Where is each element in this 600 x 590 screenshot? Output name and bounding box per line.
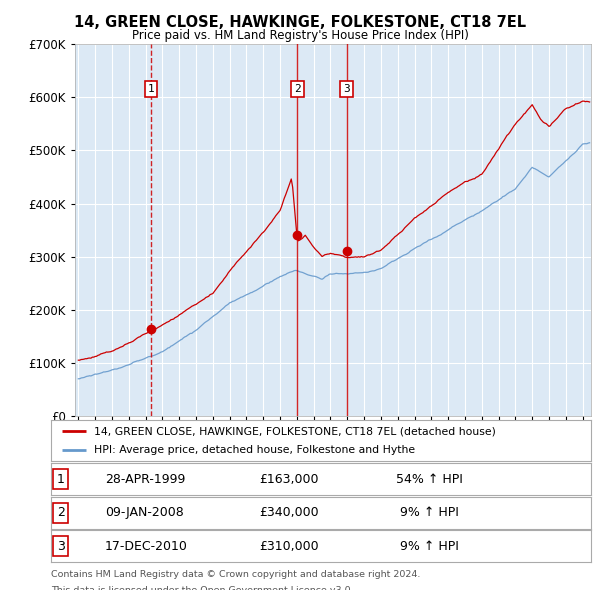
- Text: Contains HM Land Registry data © Crown copyright and database right 2024.: Contains HM Land Registry data © Crown c…: [51, 570, 421, 579]
- Text: 3: 3: [343, 84, 350, 94]
- Text: 14, GREEN CLOSE, HAWKINGE, FOLKESTONE, CT18 7EL (detached house): 14, GREEN CLOSE, HAWKINGE, FOLKESTONE, C…: [94, 426, 496, 436]
- Text: 17-DEC-2010: 17-DEC-2010: [105, 540, 188, 553]
- Text: Price paid vs. HM Land Registry's House Price Index (HPI): Price paid vs. HM Land Registry's House …: [131, 30, 469, 42]
- Text: £163,000: £163,000: [259, 473, 319, 486]
- Text: 9% ↑ HPI: 9% ↑ HPI: [400, 506, 458, 519]
- Text: 1: 1: [57, 473, 65, 486]
- Text: 2: 2: [294, 84, 301, 94]
- Text: 28-APR-1999: 28-APR-1999: [105, 473, 185, 486]
- Text: £310,000: £310,000: [259, 540, 319, 553]
- Text: 54% ↑ HPI: 54% ↑ HPI: [395, 473, 463, 486]
- Text: 09-JAN-2008: 09-JAN-2008: [105, 506, 184, 519]
- Text: This data is licensed under the Open Government Licence v3.0.: This data is licensed under the Open Gov…: [51, 586, 353, 590]
- Text: 14, GREEN CLOSE, HAWKINGE, FOLKESTONE, CT18 7EL: 14, GREEN CLOSE, HAWKINGE, FOLKESTONE, C…: [74, 15, 526, 30]
- Text: 3: 3: [57, 540, 65, 553]
- Text: 2: 2: [57, 506, 65, 519]
- Text: 9% ↑ HPI: 9% ↑ HPI: [400, 540, 458, 553]
- Text: HPI: Average price, detached house, Folkestone and Hythe: HPI: Average price, detached house, Folk…: [94, 445, 415, 455]
- Text: £340,000: £340,000: [259, 506, 319, 519]
- Text: 1: 1: [148, 84, 154, 94]
